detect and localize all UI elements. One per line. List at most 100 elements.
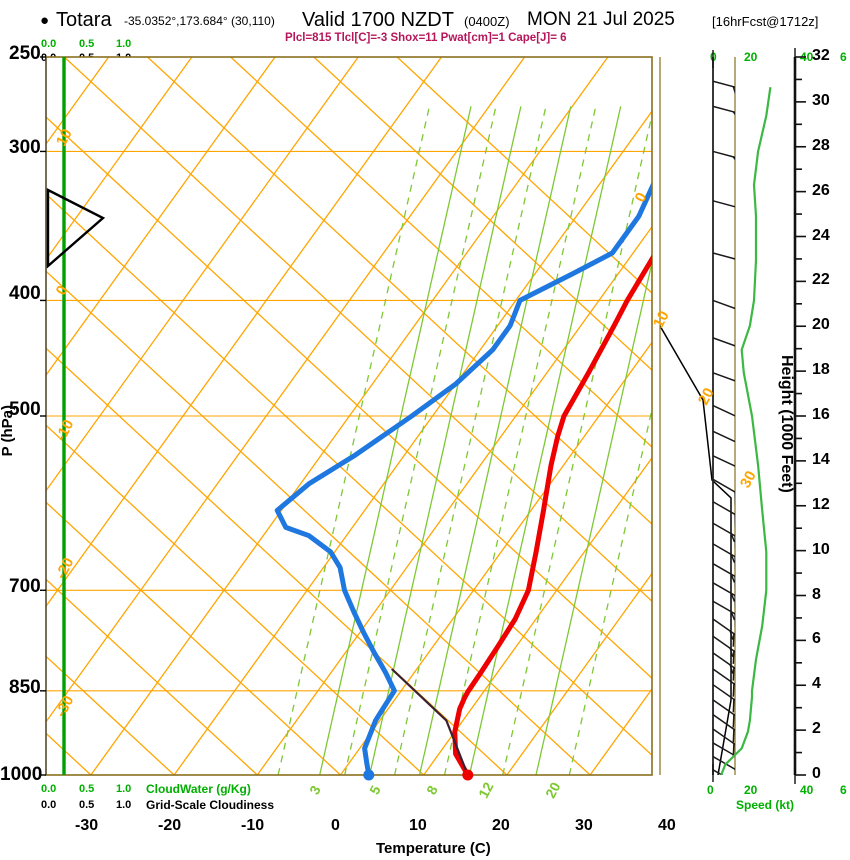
cloudwater-tick-bot-2: 1.0 [116, 783, 132, 795]
temperature-tick-30: 30 [575, 817, 593, 834]
station-bullet: ● [40, 12, 50, 29]
wind-speed-curve [720, 87, 772, 775]
wind-barb [712, 543, 735, 570]
mixing-ratio-line-dashed [568, 406, 652, 775]
height-tick-2: 2 [812, 720, 821, 738]
mixing-ratio-line [319, 106, 472, 775]
speed-tick-bot-0: 0 [707, 783, 714, 797]
parcel-curve [391, 668, 469, 775]
valid-time: Valid 1700 NZDT [302, 9, 454, 31]
wind-barb [712, 522, 735, 550]
wind-barb [712, 150, 735, 161]
wind-barb [712, 652, 735, 681]
height-tick-20: 20 [812, 316, 830, 334]
cloudiness-axis-label: Grid-Scale Cloudiness [146, 798, 275, 812]
speed-tick-bot-2: 40 [800, 783, 814, 797]
pressure-tick-400: 400 [9, 283, 41, 304]
speed-tick-top-1: 20 [744, 50, 758, 64]
mixing-ratio-line [535, 259, 652, 775]
station-name: Totara [56, 9, 112, 31]
wind-barb [712, 714, 735, 743]
speed-tick-top-3: 6 [840, 50, 847, 64]
height-axis-label: Height (1000 Feet) [778, 355, 795, 493]
cloudiness-tick-bot-1: 0.5 [79, 799, 95, 811]
temperature-curve [452, 254, 652, 775]
height-tick-24: 24 [812, 226, 830, 244]
dry-adiabat-line [313, 57, 652, 371]
isotherm-line [840, 57, 850, 775]
height-tick-16: 16 [812, 406, 830, 423]
pressure-tick-250: 250 [9, 43, 41, 64]
dry-adiabat-line [396, 57, 652, 294]
speed-axis-label: Speed (kt) [736, 798, 795, 812]
cloudiness-tick-bot-0: 0.0 [41, 799, 57, 811]
wind-barb [712, 728, 735, 757]
cloudiness-profile [46, 188, 106, 269]
wind-barb [712, 430, 735, 443]
wind-barb [712, 299, 735, 310]
speed-tick-bot-1: 20 [744, 783, 758, 797]
cloudwater-axis-label: CloudWater (g/Kg) [146, 782, 251, 796]
wind-barb [712, 582, 735, 609]
cloudiness-tick-bot-2: 1.0 [116, 799, 132, 811]
wind-barb [712, 618, 735, 647]
temperature-surface-point [462, 769, 474, 781]
height-tick-28: 28 [812, 136, 830, 154]
temperature-tick--30: -30 [75, 817, 99, 834]
cloudwater-tick-top-0: 0.0 [41, 38, 57, 50]
height-tick-6: 6 [812, 630, 821, 648]
isotherm-line [46, 57, 276, 377]
isotherm-line [423, 456, 652, 775]
temperature-tick-40: 40 [658, 817, 676, 834]
height-tick-14: 14 [812, 450, 830, 468]
dry-adiabat-line [46, 501, 341, 775]
height-tick-10: 10 [812, 540, 830, 558]
valid-time-utc: (0400Z) [464, 14, 510, 29]
pressure-tick-700: 700 [9, 576, 41, 597]
wind-barb [712, 769, 724, 775]
dry-adiabat-line [46, 578, 258, 775]
dry-adiabat-line [46, 424, 425, 775]
cloudwater-tick-top-2: 1.0 [116, 38, 132, 50]
wind-barb [712, 563, 735, 590]
station-coords: -35.0352°,173.684° (30,110) [124, 14, 275, 28]
wind-barbs [712, 80, 735, 775]
wind-barb [712, 372, 735, 382]
mixing-ratio-line-dashed [344, 106, 497, 775]
wind-barb [712, 668, 735, 697]
cloudwater-tick-bot-1: 0.5 [79, 783, 95, 795]
temperature-tick--10: -10 [241, 817, 265, 834]
height-tick-12: 12 [812, 495, 830, 513]
temperature-tick-20: 20 [492, 817, 510, 834]
height-tick-26: 26 [812, 181, 830, 199]
pressure-tick-1000: 1000 [0, 764, 43, 785]
wind-barb [712, 455, 735, 467]
temperature-tick-0: 0 [331, 817, 340, 834]
height-tick-0: 0 [812, 765, 821, 782]
parcel-trace-upper [660, 324, 732, 775]
speed-tick-top-2: 40 [800, 50, 814, 64]
height-tick-32: 32 [812, 47, 830, 64]
cloudwater-tick-bot-0: 0.0 [41, 783, 57, 795]
wind-barb [712, 684, 735, 713]
wind-barb [712, 337, 735, 347]
cloudwater-tick-top-1: 0.5 [79, 38, 95, 50]
dry-adiabat-line [0, 57, 8, 775]
wind-barb [712, 105, 735, 116]
forecast-stamp: [16hrFcst@1712z] [712, 14, 819, 29]
wind-barb [712, 635, 735, 664]
valid-date: MON 21 Jul 2025 [527, 9, 675, 30]
height-tick-8: 8 [812, 585, 821, 603]
isotherm-line [506, 572, 652, 775]
height-tick-30: 30 [812, 91, 830, 109]
wind-barb [712, 404, 735, 417]
sounding-stats: Plcl=815 Tlcl[C]=-3 Shox=11 Pwat[cm]=1 C… [285, 32, 567, 44]
mixing-ratio-line-dashed [277, 106, 431, 775]
mixing-ratio-line [468, 106, 622, 775]
wind-barb [712, 478, 735, 506]
height-tick-4: 4 [812, 675, 821, 693]
speed-tick-bot-3: 6 [840, 783, 847, 797]
pressure-tick-850: 850 [9, 677, 41, 698]
